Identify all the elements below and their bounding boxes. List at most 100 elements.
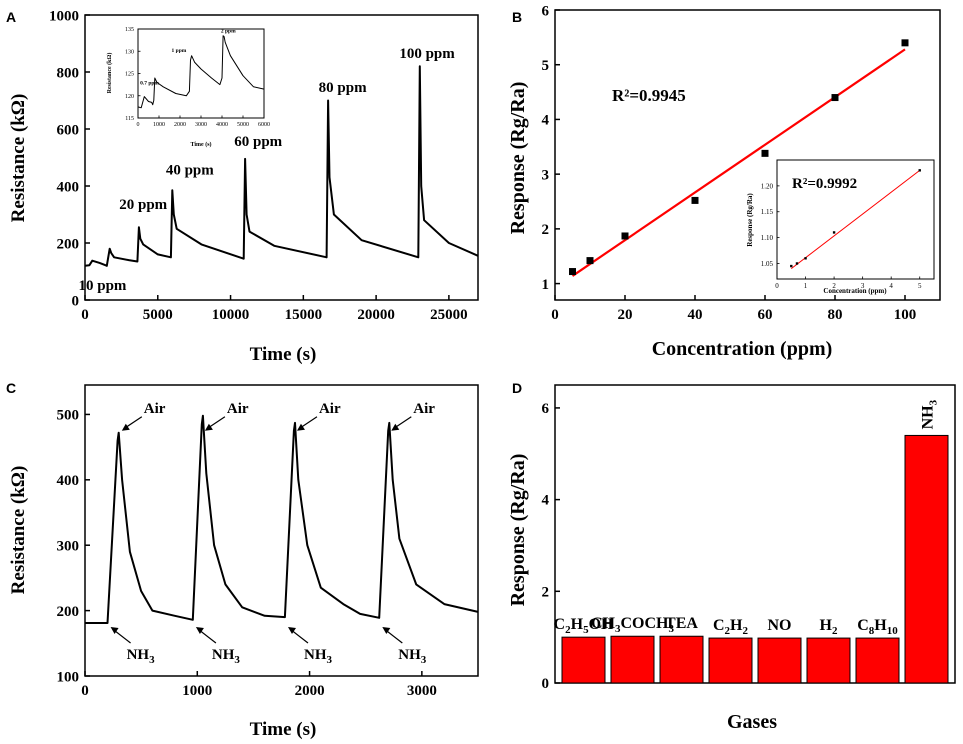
panel-d-category-label: NO: [768, 617, 792, 634]
air-arrow-head: [204, 423, 213, 431]
panel-d-axes: 0 2 4 6: [542, 384, 956, 692]
y-tick-label: 5: [542, 58, 550, 74]
panel-b-point: [586, 257, 594, 265]
panel-b-inset-axes: 0 1 2 3 4 5 1.05 1.10 1.15 1.20: [761, 159, 935, 290]
air-arrow-head: [296, 423, 305, 431]
x-tick-label: 15000: [285, 307, 323, 323]
x-tick-label: 20000: [357, 307, 395, 323]
y-tick-label: 500: [57, 408, 80, 424]
y-tick-label: 115: [125, 116, 134, 122]
x-tick-label: 0: [81, 683, 89, 699]
panel-c-line: [85, 414, 479, 624]
x-tick-label: 3: [861, 282, 865, 290]
x-tick-label: 25000: [430, 307, 468, 323]
y-tick-label: 6: [542, 401, 550, 417]
panel-d-category-label: H2: [820, 617, 838, 637]
x-tick-label: 60: [758, 307, 773, 323]
x-tick-label: 20: [618, 307, 633, 323]
air-label: Air: [319, 401, 341, 417]
panel-d-bar: [659, 635, 704, 684]
nh3-arrow-head: [287, 627, 296, 635]
panel-a-inset-axes: 0 1000 2000 3000 4000 5000 6000 115 120 125 130 135: [125, 27, 270, 128]
panel-b-points: [569, 39, 909, 276]
panel-c-axes: 0 1000 2000 3000 100 200 300 400 500: [57, 384, 479, 699]
panel-d-bar: [757, 637, 802, 684]
y-tick-label: 135: [125, 27, 134, 33]
panel-a-inset-frame: [137, 28, 265, 119]
panel-d-bar: [806, 637, 851, 684]
panel-b-letter: B: [512, 9, 522, 25]
panel-b-r2: R²=0.9945: [612, 86, 686, 105]
axes-frame: [776, 159, 935, 280]
y-tick-label: 600: [57, 122, 80, 138]
x-tick-label: 4: [889, 282, 893, 290]
panel-b-inset-r2: R²=0.9992: [792, 176, 857, 192]
nh3-arrow-head: [382, 627, 391, 635]
panel-c-ylabel: Resistance (kΩ): [8, 466, 29, 595]
x-tick-label: 80: [828, 307, 843, 323]
panel-d-category-label: C8H10: [857, 617, 898, 637]
x-tick-label: 2000: [295, 683, 325, 699]
panel-d-ylabel: Response (Rg/Ra): [507, 454, 529, 607]
panel-c-arrows: Air Air Air Air NH3 NH3 NH3 NH3: [110, 401, 435, 666]
x-tick-label: 1: [804, 282, 808, 290]
x-tick-label: 0: [137, 122, 140, 128]
panel-b-inset-point: [790, 264, 793, 268]
panel-b-inset-ylabel: Response (Rg/Ra): [746, 193, 754, 247]
nh3-arrow-head: [195, 627, 204, 635]
panel-d-letter: D: [512, 380, 522, 396]
panel-a-inset-annotation: 2 ppm: [221, 29, 236, 35]
panel-a-annotation: 80 ppm: [319, 80, 367, 96]
air-arrow-head: [391, 423, 400, 431]
axes-frame: [554, 384, 956, 684]
y-tick-label: 1: [542, 277, 550, 293]
panel-b-inset-fit: [790, 169, 921, 270]
x-tick-label: 1000: [182, 683, 212, 699]
panel-b-point: [901, 39, 909, 47]
panel-b-inset-fit-line: [790, 169, 921, 270]
air-label: Air: [144, 401, 166, 417]
x-tick-label: 6000: [258, 122, 270, 128]
y-tick-label: 2: [542, 584, 550, 600]
panel-a-inset-annotation: 1 ppm: [172, 48, 187, 54]
y-tick-label: 0: [72, 293, 80, 309]
x-tick-label: 0: [81, 307, 89, 323]
x-tick-label: 3000: [407, 683, 437, 699]
x-tick-label: 5: [918, 282, 922, 290]
y-tick-label: 200: [57, 604, 80, 620]
y-tick-label: 1.20: [761, 182, 774, 190]
x-tick-label: 2: [832, 282, 836, 290]
panel-b-ylabel: Response (Rg/Ra): [507, 82, 529, 235]
panel-a-annotation: 60 ppm: [234, 134, 282, 150]
panel-b-point: [831, 94, 839, 102]
y-tick-label: 0: [542, 676, 550, 692]
panel-d-category-label: CH3COCH3: [591, 615, 675, 635]
panel-a-inset-xlabel: Time (s): [190, 141, 211, 148]
y-tick-label: 120: [125, 94, 134, 100]
y-tick-label: 400: [57, 473, 80, 489]
panel-d-bars: [561, 434, 949, 684]
panel-d-xlabel: Gases: [727, 711, 777, 733]
panel-b-inset-point: [918, 169, 921, 172]
x-tick-label: 0: [775, 282, 779, 290]
x-tick-label: 2000: [174, 122, 186, 128]
y-tick-label: 2: [542, 222, 550, 238]
y-tick-label: 1.15: [761, 208, 774, 216]
panel-d-category-label: C2H2: [713, 617, 749, 637]
nh3-label: NH3: [304, 647, 333, 666]
panel-a-inset-ylabel: Resistance (kΩ): [106, 53, 113, 94]
y-tick-label: 3: [542, 167, 550, 183]
panel-b-inset-point: [804, 257, 807, 260]
panel-d-category-label: C2H5OH: [554, 616, 614, 636]
y-tick-label: 400: [57, 179, 80, 195]
y-tick-label: 100: [57, 669, 80, 685]
panel-a-line: [84, 65, 479, 267]
x-tick-label: 10000: [212, 307, 250, 323]
y-tick-label: 1.10: [761, 234, 774, 242]
panel-a: A 0 5000 10000 15000 20000 250000200400600800…: [6, 8, 479, 365]
panel-a-xlabel: Time (s): [250, 344, 317, 365]
panel-a-annotation: 20 ppm: [119, 197, 167, 213]
